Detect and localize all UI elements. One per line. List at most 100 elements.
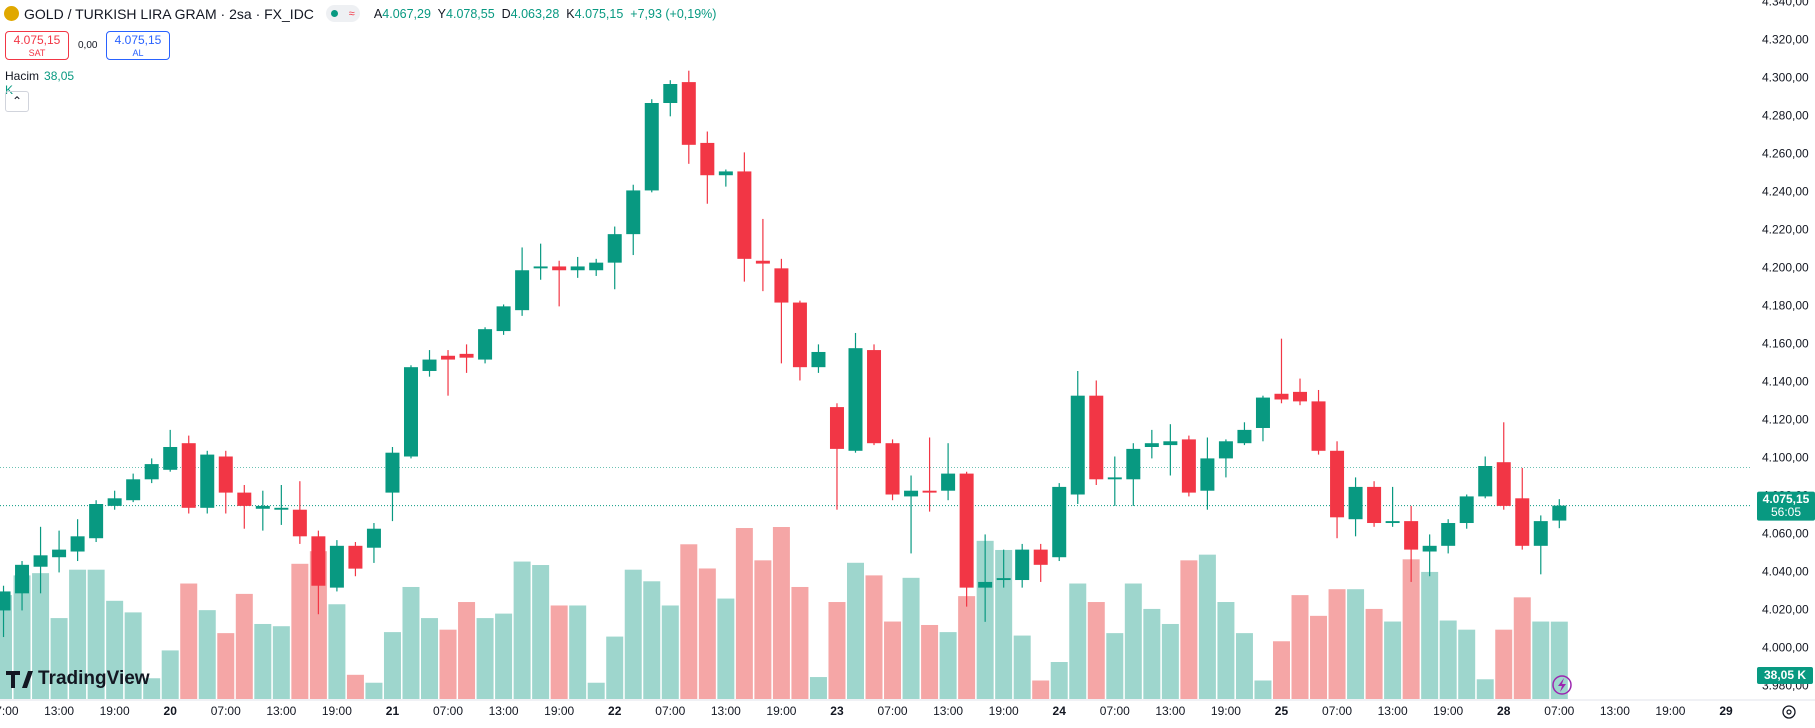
candle-body bbox=[515, 270, 530, 311]
replay-icon[interactable] bbox=[1552, 675, 1572, 695]
volume-bar bbox=[50, 618, 68, 699]
volume-bar bbox=[643, 581, 661, 699]
candle-body bbox=[1144, 443, 1159, 447]
candle-body bbox=[718, 171, 733, 176]
volume-bar bbox=[439, 629, 457, 699]
candle-body bbox=[922, 490, 937, 493]
candle-body bbox=[1089, 395, 1104, 480]
settings-icon-hub bbox=[1786, 709, 1792, 715]
sell-button[interactable]: 4.075,15 SAT bbox=[5, 31, 69, 60]
y-tick-label: 4.120,00 bbox=[1762, 413, 1809, 427]
x-tick-label: 07:00 bbox=[1544, 704, 1574, 718]
volume-bar bbox=[1272, 641, 1290, 699]
volume-bar bbox=[328, 604, 346, 699]
volume-bar bbox=[884, 621, 902, 699]
volume-bar bbox=[587, 682, 605, 699]
volume-bar bbox=[1161, 623, 1179, 699]
candle-body bbox=[385, 452, 400, 493]
volume-bar bbox=[1439, 620, 1457, 699]
volume-bar bbox=[365, 682, 383, 699]
candle-body bbox=[0, 591, 11, 611]
volume-bar bbox=[846, 562, 864, 699]
candles bbox=[0, 70, 1567, 638]
x-tick-label: 21 bbox=[386, 704, 400, 718]
x-tick-label: 19:00 bbox=[1433, 704, 1463, 718]
volume-bar bbox=[958, 596, 976, 699]
volume-legend: Hacim 38,05 K bbox=[5, 69, 74, 97]
y-tick-label: 4.340,00 bbox=[1762, 0, 1809, 8]
candle-body bbox=[403, 367, 418, 457]
volume-bar bbox=[661, 605, 679, 699]
volume-bar bbox=[532, 565, 550, 699]
volume-bar bbox=[1124, 583, 1142, 699]
y-tick-label: 4.060,00 bbox=[1762, 527, 1809, 541]
volume-bar bbox=[217, 633, 235, 699]
candle-body bbox=[126, 479, 141, 501]
x-tick-label: 07:00 bbox=[0, 704, 19, 718]
spread: 0,00 bbox=[78, 40, 98, 51]
x-tick-label: 07:00 bbox=[1100, 704, 1130, 718]
candle-body bbox=[459, 353, 474, 358]
volume-bar bbox=[254, 623, 272, 699]
candle-body bbox=[570, 266, 585, 271]
volume-bar bbox=[69, 569, 87, 699]
collapse-button[interactable]: ⌃ bbox=[5, 91, 29, 112]
candle-body bbox=[792, 302, 807, 368]
y-tick-label: 4.000,00 bbox=[1762, 641, 1809, 655]
y-tick-label: 4.020,00 bbox=[1762, 603, 1809, 617]
volume-bar bbox=[1106, 633, 1124, 699]
candle-body bbox=[144, 464, 159, 480]
symbol-title[interactable]: GOLD / TURKISH LIRA GRAM · 2sa · FX_IDC bbox=[24, 5, 314, 22]
candle-body bbox=[589, 262, 604, 271]
candle-body bbox=[311, 536, 326, 586]
x-tick-label: 13:00 bbox=[933, 704, 963, 718]
volume-bar bbox=[569, 605, 587, 699]
volume-bar bbox=[1143, 608, 1161, 699]
y-tick-label: 4.200,00 bbox=[1762, 261, 1809, 275]
volume-pane bbox=[0, 527, 1568, 699]
candle-body bbox=[1367, 486, 1382, 524]
candle-body bbox=[348, 545, 363, 569]
volume-bar bbox=[13, 575, 31, 699]
candle-body bbox=[533, 266, 548, 269]
volume-bar bbox=[383, 632, 401, 699]
candle-body bbox=[15, 564, 30, 594]
volume-bar bbox=[402, 586, 420, 699]
settings-icon[interactable] bbox=[1782, 705, 1796, 719]
volume-bar bbox=[791, 586, 809, 699]
countdown: 56:05 bbox=[1771, 505, 1801, 519]
x-tick-label: 19:00 bbox=[989, 704, 1019, 718]
candle-body bbox=[774, 268, 789, 303]
x-tick-label: 13:00 bbox=[44, 704, 74, 718]
ohlc-value: 4.063,28 bbox=[510, 6, 560, 21]
candle-body bbox=[1533, 521, 1548, 546]
candle-body bbox=[1311, 401, 1326, 451]
candle-body bbox=[1015, 549, 1030, 581]
ohlc: A4.067,29 Y4.078,55 D4.063,28 K4.075,15 … bbox=[374, 7, 717, 21]
candle-body bbox=[848, 348, 863, 451]
ohlc-value: 4.075,15 bbox=[574, 6, 624, 21]
sell-label: SAT bbox=[28, 48, 46, 58]
y-tick-label: 4.160,00 bbox=[1762, 337, 1809, 351]
volume-bar bbox=[346, 674, 364, 699]
volume-bar bbox=[698, 568, 716, 699]
status-toggle[interactable]: ≈ bbox=[325, 5, 360, 22]
candle-body bbox=[552, 266, 567, 271]
volume-bar bbox=[1458, 629, 1476, 699]
change: +7,93 (+0,19%) bbox=[630, 6, 717, 21]
volume-bar bbox=[0, 595, 13, 699]
candle-body bbox=[52, 549, 67, 558]
candle-body bbox=[978, 581, 993, 588]
buy-button[interactable]: 4.075,15 AL bbox=[106, 31, 170, 60]
candle-body bbox=[292, 509, 307, 537]
candle-body bbox=[829, 407, 844, 449]
buy-label: AL bbox=[132, 48, 144, 58]
replay-icon-bolt bbox=[1558, 678, 1566, 692]
volume-bar bbox=[161, 650, 179, 699]
candle-body bbox=[1274, 393, 1289, 400]
candle-body bbox=[996, 578, 1011, 581]
ohlc-key: K bbox=[566, 6, 575, 21]
candle-body bbox=[200, 454, 215, 508]
candle-body bbox=[1033, 549, 1048, 565]
candle-body bbox=[478, 329, 493, 360]
